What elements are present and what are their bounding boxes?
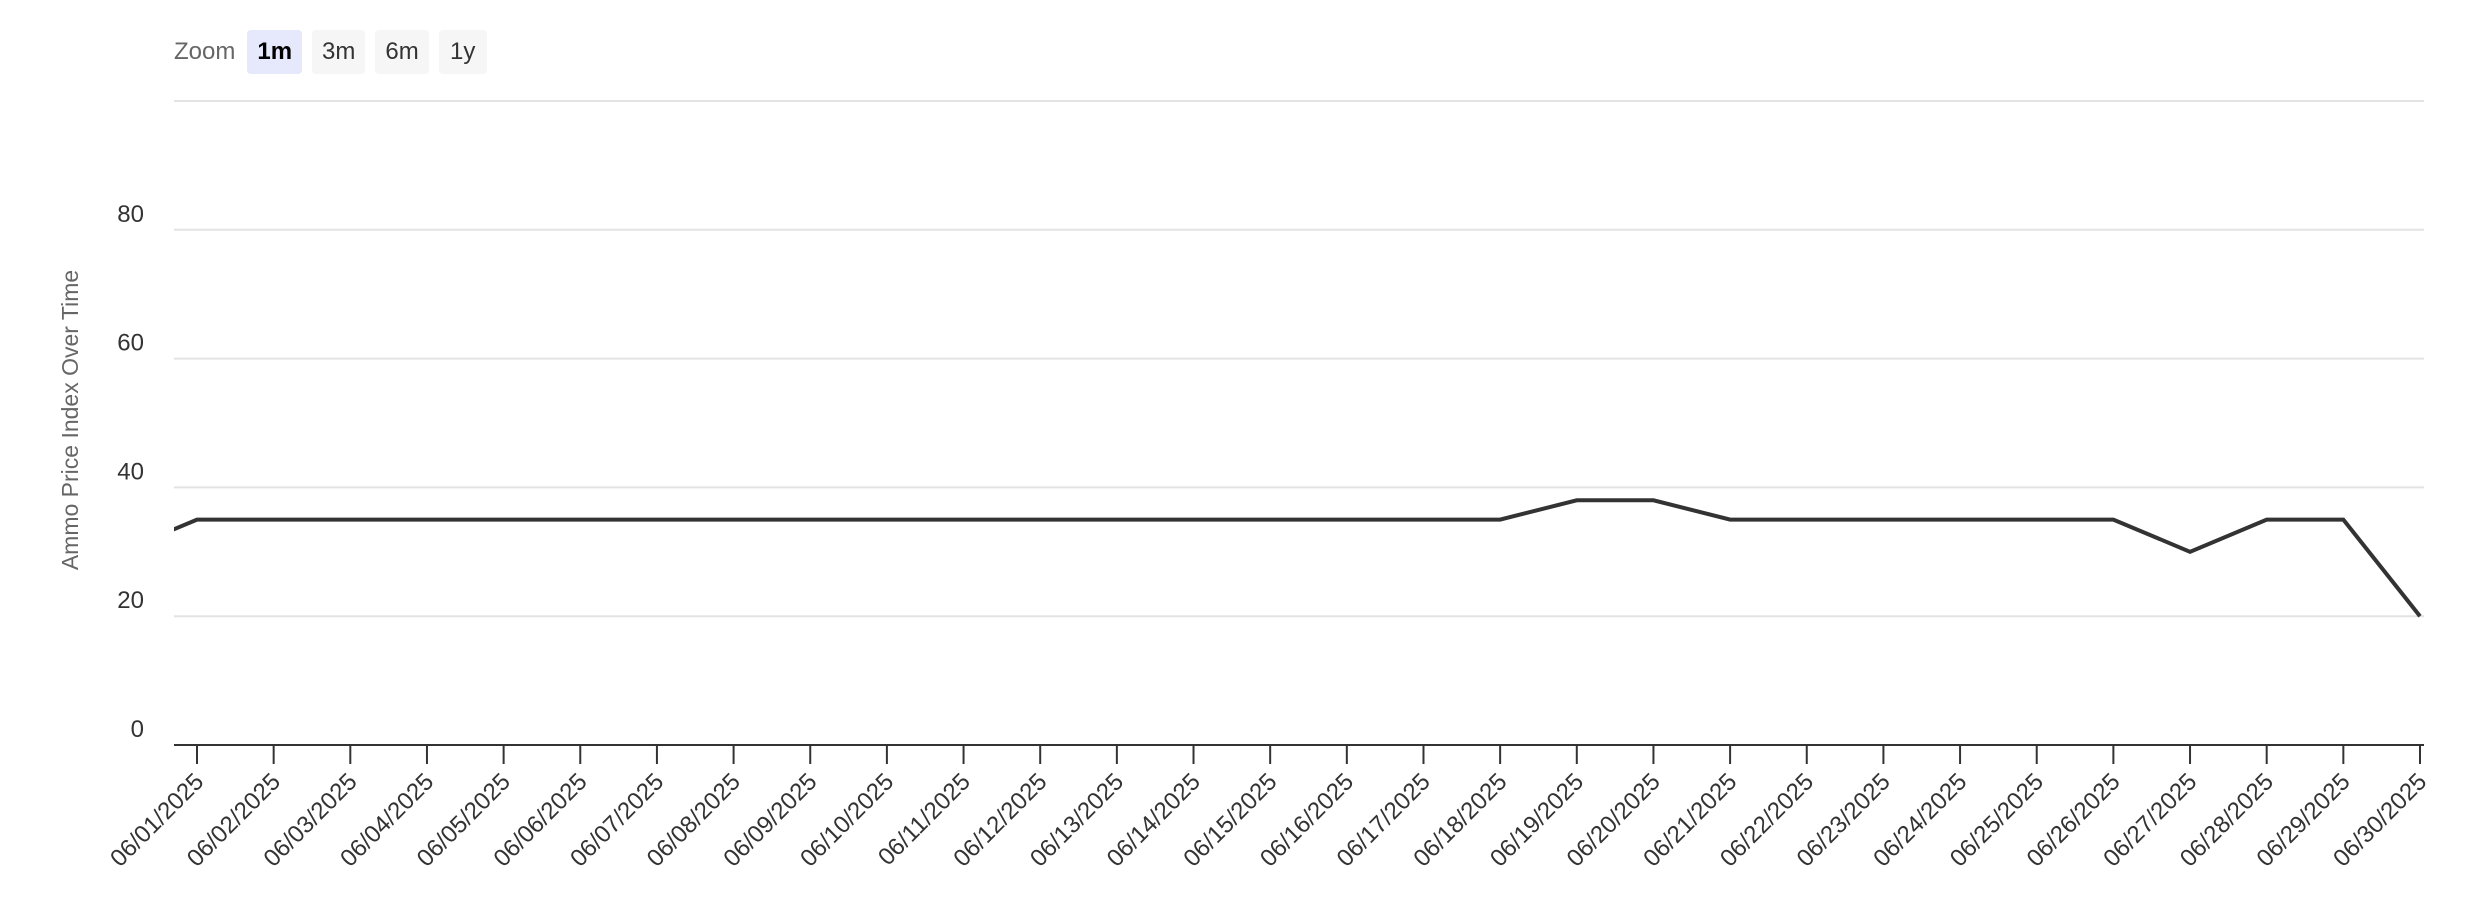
gridlines [174, 100, 2424, 618]
zoom-1y-button[interactable]: 1y [438, 30, 487, 74]
zoom-3m-button[interactable]: 3m [312, 30, 366, 74]
series-line [174, 498, 2422, 618]
y-tick-label: 0 [131, 716, 144, 743]
zoom-controls: Zoom 1m 3m 6m 1y [174, 30, 487, 74]
y-axis-label: Ammo Price Index Over Time [57, 270, 83, 570]
y-tick-label: 80 [117, 201, 144, 228]
y-tick-label: 40 [117, 458, 144, 485]
zoom-label: Zoom [174, 38, 236, 65]
zoom-1m-button[interactable]: 1m [247, 30, 303, 74]
y-tick-label: 20 [117, 587, 144, 614]
y-axis-ticks: 0 20 40 60 80 [117, 201, 144, 743]
zoom-6m-button[interactable]: 6m [375, 30, 429, 74]
x-axis: 06/01/202506/02/202506/03/202506/04/2025… [105, 744, 2432, 872]
y-tick-label: 60 [117, 330, 144, 357]
